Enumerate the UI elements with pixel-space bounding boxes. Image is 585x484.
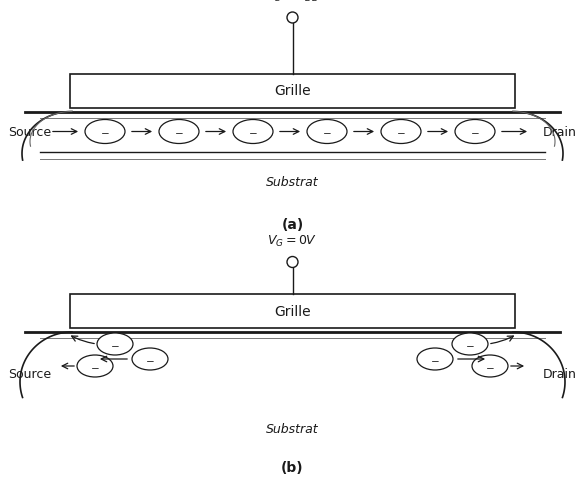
Text: $-$: $-$ xyxy=(248,127,258,137)
Text: $-$: $-$ xyxy=(90,361,100,371)
Text: Source: Source xyxy=(8,368,51,381)
Text: $V_G = V_{DD}$: $V_G = V_{DD}$ xyxy=(265,0,320,4)
Text: $-$: $-$ xyxy=(100,127,110,137)
Ellipse shape xyxy=(381,120,421,144)
Text: $-$: $-$ xyxy=(322,127,332,137)
Ellipse shape xyxy=(233,120,273,144)
Ellipse shape xyxy=(307,120,347,144)
Text: $-$: $-$ xyxy=(174,127,184,137)
Text: Grille: Grille xyxy=(274,84,311,98)
Text: $-$: $-$ xyxy=(110,339,120,349)
Bar xyxy=(70,75,515,108)
Text: $-$: $-$ xyxy=(145,354,155,364)
Text: Substrat: Substrat xyxy=(266,423,319,436)
Ellipse shape xyxy=(417,348,453,370)
Ellipse shape xyxy=(452,333,488,355)
Text: Drain: Drain xyxy=(543,126,577,139)
Text: (a): (a) xyxy=(281,218,304,232)
Text: $-$: $-$ xyxy=(430,354,440,364)
Text: $-$: $-$ xyxy=(396,127,406,137)
Text: Grille: Grille xyxy=(274,304,311,318)
Ellipse shape xyxy=(159,120,199,144)
Bar xyxy=(70,294,515,328)
Text: Drain: Drain xyxy=(543,368,577,381)
Text: $-$: $-$ xyxy=(465,339,475,349)
Text: Source: Source xyxy=(8,126,51,139)
Circle shape xyxy=(287,257,298,268)
Ellipse shape xyxy=(472,355,508,377)
Ellipse shape xyxy=(97,333,133,355)
Ellipse shape xyxy=(455,120,495,144)
Text: Substrat: Substrat xyxy=(266,176,319,189)
Ellipse shape xyxy=(77,355,113,377)
Ellipse shape xyxy=(132,348,168,370)
Circle shape xyxy=(287,13,298,24)
Text: $-$: $-$ xyxy=(485,361,495,371)
Ellipse shape xyxy=(85,120,125,144)
Text: (b): (b) xyxy=(281,460,304,474)
Text: $V_G = 0V$: $V_G = 0V$ xyxy=(267,233,318,248)
Text: $-$: $-$ xyxy=(470,127,480,137)
